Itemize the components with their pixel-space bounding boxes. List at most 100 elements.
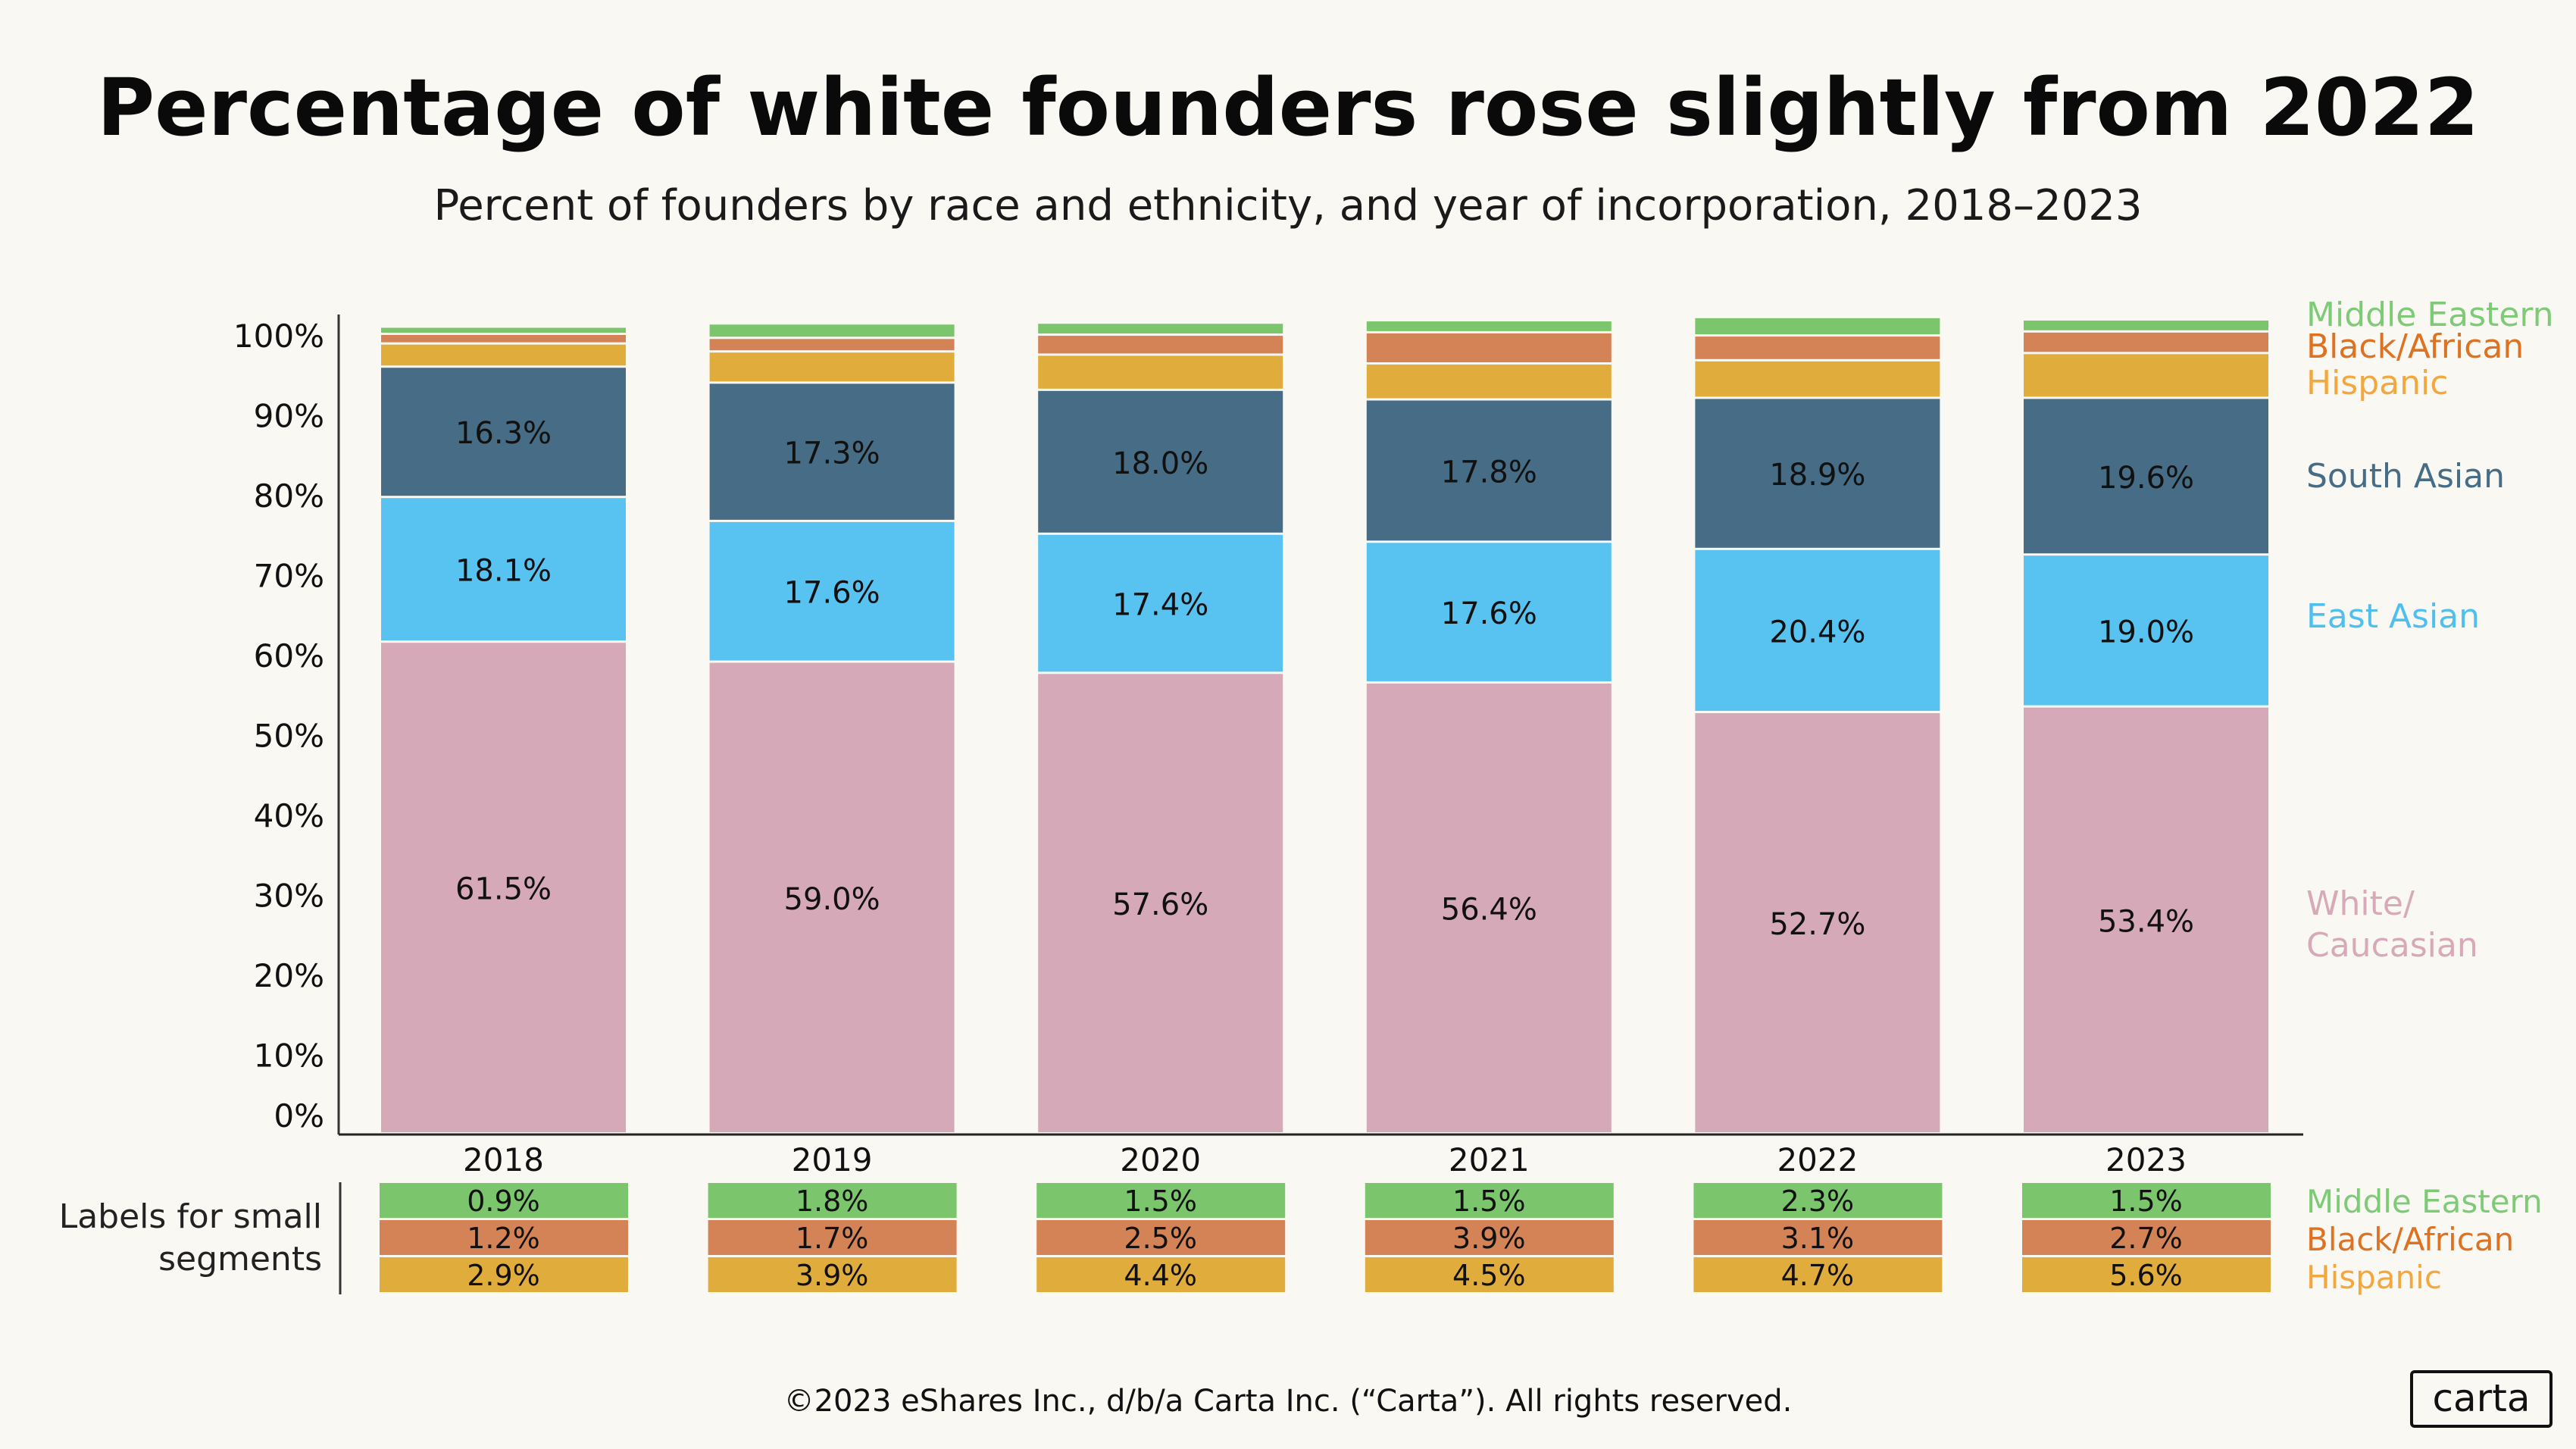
y-tick-label: 10% (254, 1037, 324, 1075)
data-label-south-asian-2019: 17.3% (784, 437, 880, 471)
bar-segment-south-asian-2022 (1695, 399, 1940, 548)
bar-segment-black-african-2021 (1366, 333, 1612, 363)
legend-south-asian: South Asian (2306, 457, 2505, 496)
y-tick-label: 0% (274, 1097, 324, 1134)
small-label-text: 4.5% (1452, 1259, 1526, 1292)
bar-segment-east-asian-2021 (1366, 543, 1612, 681)
small-label-cell-hispanic-2022 (1693, 1257, 1943, 1292)
legend-white-caucasian: Caucasian (2306, 926, 2478, 965)
small-label-cell-middle-eastern-2018 (380, 1183, 628, 1218)
y-tick-label: 80% (254, 477, 324, 515)
bar-segment-middle-eastern-2020 (1038, 324, 1283, 334)
bar-segment-hispanic-2019 (709, 352, 955, 382)
bar-segment-south-asian-2019 (709, 383, 955, 520)
data-label-south-asian-2022: 18.9% (1769, 458, 1865, 493)
small-labels-legend-middle-eastern: Middle Eastern (2306, 1183, 2543, 1220)
x-tick-label: 2020 (1120, 1141, 1201, 1178)
data-label-white-caucasian-2022: 52.7% (1769, 907, 1865, 942)
small-label-cell-middle-eastern-2023 (2022, 1183, 2271, 1218)
carta-logo: carta (2433, 1376, 2531, 1420)
small-label-text: 4.7% (1781, 1259, 1855, 1292)
data-label-east-asian-2021: 17.6% (1441, 596, 1537, 631)
footer-copyright: ©2023 eShares Inc., d/b/a Carta Inc. (“C… (784, 1384, 1793, 1419)
data-label-east-asian-2020: 17.4% (1112, 588, 1208, 623)
bar-segment-east-asian-2022 (1695, 549, 1940, 712)
bar-segment-hispanic-2020 (1038, 355, 1283, 389)
small-label-text: 3.9% (1452, 1222, 1526, 1255)
small-label-cell-middle-eastern-2021 (1365, 1183, 1614, 1218)
bar-segment-south-asian-2021 (1366, 400, 1612, 541)
bar-segment-black-african-2023 (2024, 332, 2268, 352)
small-labels-caption-line-2: segments (158, 1240, 322, 1278)
small-label-cell-black-african-2023 (2022, 1220, 2271, 1255)
chart-subtitle: Percent of founders by race and ethnicit… (433, 181, 2142, 230)
small-label-cell-hispanic-2018 (380, 1257, 628, 1292)
carta-logo-box (2410, 1370, 2553, 1428)
small-label-text: 1.5% (1124, 1185, 1197, 1218)
small-label-text: 1.5% (1452, 1185, 1526, 1218)
x-tick-label: 2023 (2106, 1141, 2187, 1178)
small-label-cell-black-african-2018 (380, 1220, 628, 1255)
small-label-text: 4.4% (1124, 1259, 1197, 1292)
y-tick-label: 20% (254, 957, 324, 994)
data-label-east-asian-2019: 17.6% (784, 576, 880, 611)
data-label-white-caucasian-2023: 53.4% (2098, 904, 2194, 939)
small-label-text: 5.6% (2109, 1259, 2183, 1292)
y-tick-label: 90% (254, 398, 324, 435)
legend-black-african: Black/African (2306, 327, 2524, 366)
data-label-east-asian-2023: 19.0% (2098, 615, 2194, 649)
bar-segment-south-asian-2020 (1038, 390, 1283, 533)
data-label-east-asian-2018: 18.1% (455, 554, 552, 589)
small-label-cell-hispanic-2021 (1365, 1257, 1614, 1292)
bar-segment-middle-eastern-2021 (1366, 321, 1612, 331)
x-tick-label: 2021 (1449, 1141, 1530, 1178)
small-label-cell-black-african-2019 (708, 1220, 957, 1255)
x-tick-label: 2019 (792, 1141, 873, 1178)
bar-segment-black-african-2020 (1038, 336, 1283, 354)
bar-segment-black-african-2019 (709, 339, 955, 351)
legend-east-asian: East Asian (2306, 597, 2480, 636)
small-label-text: 2.9% (467, 1259, 540, 1292)
bar-segment-hispanic-2023 (2024, 354, 2268, 397)
small-label-text: 1.2% (467, 1222, 540, 1255)
bar-segment-black-african-2022 (1695, 336, 1940, 359)
small-labels-legend-hispanic: Hispanic (2306, 1259, 2442, 1296)
legend-middle-eastern: Middle Eastern (2306, 296, 2554, 334)
bar-segment-hispanic-2021 (1366, 365, 1612, 399)
x-tick-label: 2022 (1777, 1141, 1858, 1178)
small-label-cell-middle-eastern-2020 (1036, 1183, 1286, 1218)
bar-segment-east-asian-2020 (1038, 534, 1283, 672)
bar-segment-white-caucasian-2018 (381, 643, 626, 1132)
bar-segment-black-african-2018 (381, 335, 626, 343)
bar-segment-south-asian-2018 (381, 368, 626, 496)
y-tick-label: 100% (233, 318, 324, 355)
bar-segment-middle-eastern-2018 (381, 327, 626, 333)
y-tick-label: 40% (254, 797, 324, 834)
y-tick-label: 50% (254, 718, 324, 755)
small-label-text: 3.9% (796, 1259, 869, 1292)
small-labels-caption-line-1: Labels for small (59, 1197, 322, 1236)
data-label-south-asian-2018: 16.3% (455, 416, 552, 451)
bar-segment-white-caucasian-2023 (2024, 707, 2268, 1132)
small-label-text: 1.8% (796, 1185, 869, 1218)
small-label-cell-hispanic-2019 (708, 1257, 957, 1292)
small-label-text: 1.7% (796, 1222, 869, 1255)
data-label-south-asian-2023: 19.6% (2098, 461, 2194, 496)
bar-segment-south-asian-2023 (2024, 399, 2268, 554)
legend-white-caucasian: White/ (2306, 884, 2415, 923)
small-label-text: 2.5% (1124, 1222, 1197, 1255)
data-label-white-caucasian-2018: 61.5% (455, 872, 552, 907)
small-label-cell-middle-eastern-2019 (708, 1183, 957, 1218)
bar-segment-hispanic-2022 (1695, 361, 1940, 397)
data-label-white-caucasian-2019: 59.0% (784, 882, 880, 917)
bar-segment-white-caucasian-2021 (1366, 683, 1612, 1132)
y-tick-label: 70% (254, 558, 324, 595)
chart-title: Percentage of white founders rose slight… (97, 61, 2479, 154)
data-label-white-caucasian-2020: 57.6% (1112, 887, 1208, 922)
bar-segment-east-asian-2018 (381, 498, 626, 641)
data-label-white-caucasian-2021: 56.4% (1441, 892, 1537, 927)
data-label-south-asian-2021: 17.8% (1441, 455, 1537, 490)
bar-segment-middle-eastern-2022 (1695, 318, 1940, 335)
small-label-cell-black-african-2021 (1365, 1220, 1614, 1255)
